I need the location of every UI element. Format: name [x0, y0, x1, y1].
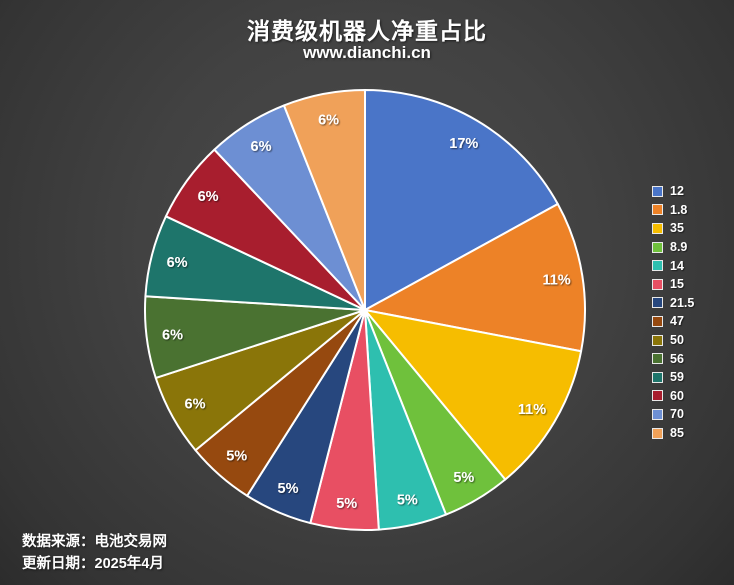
legend-item: 70 [652, 405, 694, 424]
legend-label: 8.9 [670, 240, 688, 255]
pie-slice-label: 11% [518, 402, 546, 418]
legend-item: 8.9 [652, 238, 694, 257]
legend-label: 70 [670, 407, 684, 422]
legend-item: 85 [652, 424, 694, 443]
update-date-text: 更新日期：2025年4月 [22, 556, 164, 572]
pie-slice-label: 6% [198, 189, 219, 205]
pie-svg: 17% 11% 11% 5% 5% 5% 5% 5% 6% 6% 6% 6% 6% 6% [144, 89, 586, 531]
legend-item: 56 [652, 349, 694, 368]
legend-swatch [652, 260, 663, 272]
pie-slice [364, 203, 586, 353]
legend-item: 12 [652, 182, 694, 201]
pie-slice-label: 17% [449, 136, 478, 152]
pie-slice-label: 5% [453, 470, 474, 486]
legend-swatch [652, 204, 663, 216]
legend-label: 47 [670, 314, 684, 329]
pie-slice-label: 5% [226, 449, 247, 465]
legend-swatch [652, 371, 663, 383]
legend-swatch [652, 297, 663, 309]
legend-label: 59 [670, 370, 684, 385]
legend-swatch [652, 427, 663, 439]
legend-swatch [652, 353, 663, 365]
legend-label: 60 [670, 388, 684, 403]
pie-slice-label: 6% [167, 255, 188, 271]
footer: 数据来源：电池交易网 更新日期：2025年4月 [22, 531, 167, 575]
pie-slice [364, 309, 583, 481]
legend-label: 50 [670, 333, 684, 348]
legend-label: 35 [670, 221, 684, 236]
pie-slice [283, 89, 366, 311]
pie-slice-label: 5% [336, 496, 357, 512]
legend-swatch [652, 315, 663, 327]
legend-label: 15 [670, 277, 684, 292]
legend-label: 21.5 [670, 295, 695, 310]
pie-slice-label: 6% [318, 112, 339, 128]
legend-swatch [652, 185, 663, 197]
legend-label: 12 [670, 184, 684, 199]
legend: 12 1.8 35 8.9 14 15 21.5 47 50 56 59 60 70 85 [652, 182, 694, 442]
legend-item: 59 [652, 368, 694, 387]
legend-item: 1.8 [652, 201, 694, 220]
pie-slice-label: 6% [185, 397, 206, 413]
legend-swatch [652, 222, 663, 234]
legend-label: 14 [670, 258, 684, 273]
legend-swatch [652, 241, 663, 253]
chart-title: 消费级机器人净重占比 [247, 18, 487, 44]
legend-swatch [652, 334, 663, 346]
pie-slice-label: 5% [397, 492, 418, 508]
legend-item: 15 [652, 275, 694, 294]
legend-item: 60 [652, 387, 694, 406]
legend-item: 14 [652, 256, 694, 275]
legend-swatch [652, 390, 663, 402]
legend-item: 50 [652, 331, 694, 350]
legend-item: 47 [652, 312, 694, 331]
legend-swatch [652, 408, 663, 420]
pie-slice-label: 6% [251, 139, 272, 155]
pie-slice-label: 6% [162, 327, 183, 343]
legend-item: 21.5 [652, 294, 694, 313]
legend-swatch [652, 278, 663, 290]
data-source-text: 数据来源：电池交易网 [22, 534, 167, 550]
legend-label: 56 [670, 351, 684, 366]
pie-slice-label: 5% [278, 481, 299, 497]
pie-slice-label: 11% [542, 273, 570, 289]
pie-slice [364, 89, 559, 311]
chart-subtitle: www.dianchi.cn [303, 43, 431, 62]
legend-label: 1.8 [670, 202, 688, 217]
pie-chart: 17% 11% 11% 5% 5% 5% 5% 5% 6% 6% 6% 6% 6% 6% [135, 80, 595, 540]
legend-label: 85 [670, 426, 684, 441]
legend-item: 35 [652, 219, 694, 238]
